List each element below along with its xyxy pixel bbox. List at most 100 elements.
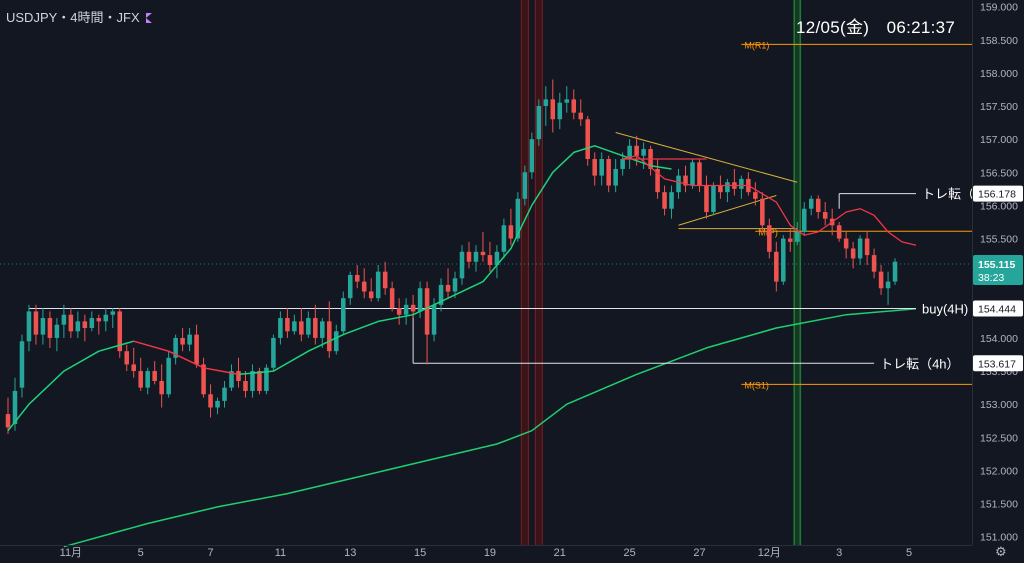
candle-body <box>229 371 234 388</box>
y-tick-label: 152.500 <box>980 432 1018 444</box>
candle-body <box>138 371 143 388</box>
candle-body <box>578 112 584 120</box>
clock-readout: 12/05(金) 06:21:37 <box>796 18 956 37</box>
x-tick-label: 5 <box>906 547 912 559</box>
vertical-band-red-0 <box>521 0 529 545</box>
candle-body <box>655 168 660 193</box>
candle-body <box>753 192 758 199</box>
candle-body <box>585 119 590 160</box>
gear-icon[interactable]: ⚙ <box>995 544 1007 559</box>
y-tick-label: 158.500 <box>980 35 1018 47</box>
candle-body <box>145 371 150 388</box>
x-tick-label: 27 <box>693 547 705 559</box>
candle-body <box>808 198 814 209</box>
level-price-badge-0 <box>973 300 1023 317</box>
candle-body <box>592 159 597 176</box>
candle-body <box>19 341 25 388</box>
candle-body <box>892 261 898 282</box>
candle-body <box>54 324 60 338</box>
candle-body <box>103 314 109 322</box>
x-tick-label: 25 <box>624 547 636 559</box>
candle-body <box>89 318 95 328</box>
candle-body <box>669 192 674 209</box>
candle-body <box>82 321 88 328</box>
x-tick-label: 3 <box>836 547 842 559</box>
countdown-text: 38:23 <box>978 272 1004 284</box>
current-price-badge <box>973 255 1023 286</box>
candle-body <box>313 318 318 338</box>
current-price-text: 155.115 <box>978 259 1016 271</box>
candle-body <box>536 106 542 140</box>
candle-body <box>410 304 416 312</box>
candle-body <box>152 371 157 382</box>
candle-body <box>264 367 269 391</box>
ma-long-line <box>63 308 917 548</box>
x-tick-label: 11月 <box>60 547 82 559</box>
ma-mid-line-1 <box>133 340 239 376</box>
candle-body <box>173 337 178 358</box>
candle-body <box>864 238 870 256</box>
candle-body <box>368 291 374 299</box>
candle-body <box>781 238 786 282</box>
candle-body <box>836 225 842 239</box>
candle-body <box>843 238 849 249</box>
candle-body <box>68 314 74 332</box>
candle-body <box>662 192 667 209</box>
candle-body <box>361 281 367 292</box>
candle-body <box>26 311 32 342</box>
candle-body <box>347 274 353 299</box>
y-tick-label: 154.000 <box>980 333 1018 345</box>
candle-body <box>278 318 283 338</box>
ma-short-line <box>621 155 917 246</box>
y-tick-label: 151.500 <box>980 499 1018 511</box>
y-tick-label: 156.500 <box>980 167 1018 179</box>
candle-body <box>564 99 570 103</box>
candle-body <box>711 185 716 213</box>
candle-body <box>550 99 556 120</box>
candle-body <box>389 288 395 309</box>
symbol-title[interactable]: USDJPY・4時間・JFX <box>6 7 152 26</box>
y-tick-label: 152.000 <box>980 465 1018 477</box>
candle-body <box>452 278 458 292</box>
x-tick-label: 12月 <box>758 547 781 559</box>
level-label-2: トレ転（4h） <box>880 356 959 371</box>
candle-body <box>704 185 709 213</box>
candle-body <box>857 238 863 259</box>
candle-body <box>515 198 521 239</box>
level-price-text-0: 154.444 <box>978 304 1016 316</box>
candle-body <box>725 182 730 193</box>
candle-body <box>257 371 262 391</box>
candle-body <box>431 304 437 335</box>
candle-body <box>243 381 248 391</box>
candle-body <box>815 198 821 213</box>
candle-body <box>466 251 472 262</box>
candle-body <box>697 162 702 186</box>
candle-body <box>382 271 388 289</box>
symbol-label: USDJPY・4時間・JFX <box>6 10 140 25</box>
y-tick-label: 157.500 <box>980 101 1018 113</box>
x-tick-label: 19 <box>484 547 496 559</box>
candle-body <box>571 99 577 113</box>
candle-body <box>522 172 528 199</box>
candle-body <box>620 159 625 169</box>
candle-body <box>117 311 123 352</box>
level-price-badge-1 <box>973 185 1023 202</box>
level-price-badge-2 <box>973 355 1023 372</box>
x-tick-label: 11 <box>275 547 286 559</box>
candle-body <box>480 251 486 256</box>
level-price-text-1: 156.178 <box>978 189 1016 201</box>
candle-body <box>180 337 185 345</box>
candle-body <box>403 304 409 315</box>
candle-body <box>340 298 346 332</box>
candle-body <box>501 225 507 252</box>
candle-body <box>187 334 192 345</box>
candle-body <box>508 225 514 239</box>
candle-body <box>124 351 130 365</box>
candle-body <box>683 175 688 186</box>
flag-icon[interactable] <box>145 13 152 23</box>
y-tick-label: 156.000 <box>980 200 1018 212</box>
x-tick-label: 5 <box>138 547 144 559</box>
candle-body <box>131 364 136 372</box>
x-tick-label: 15 <box>414 547 426 559</box>
